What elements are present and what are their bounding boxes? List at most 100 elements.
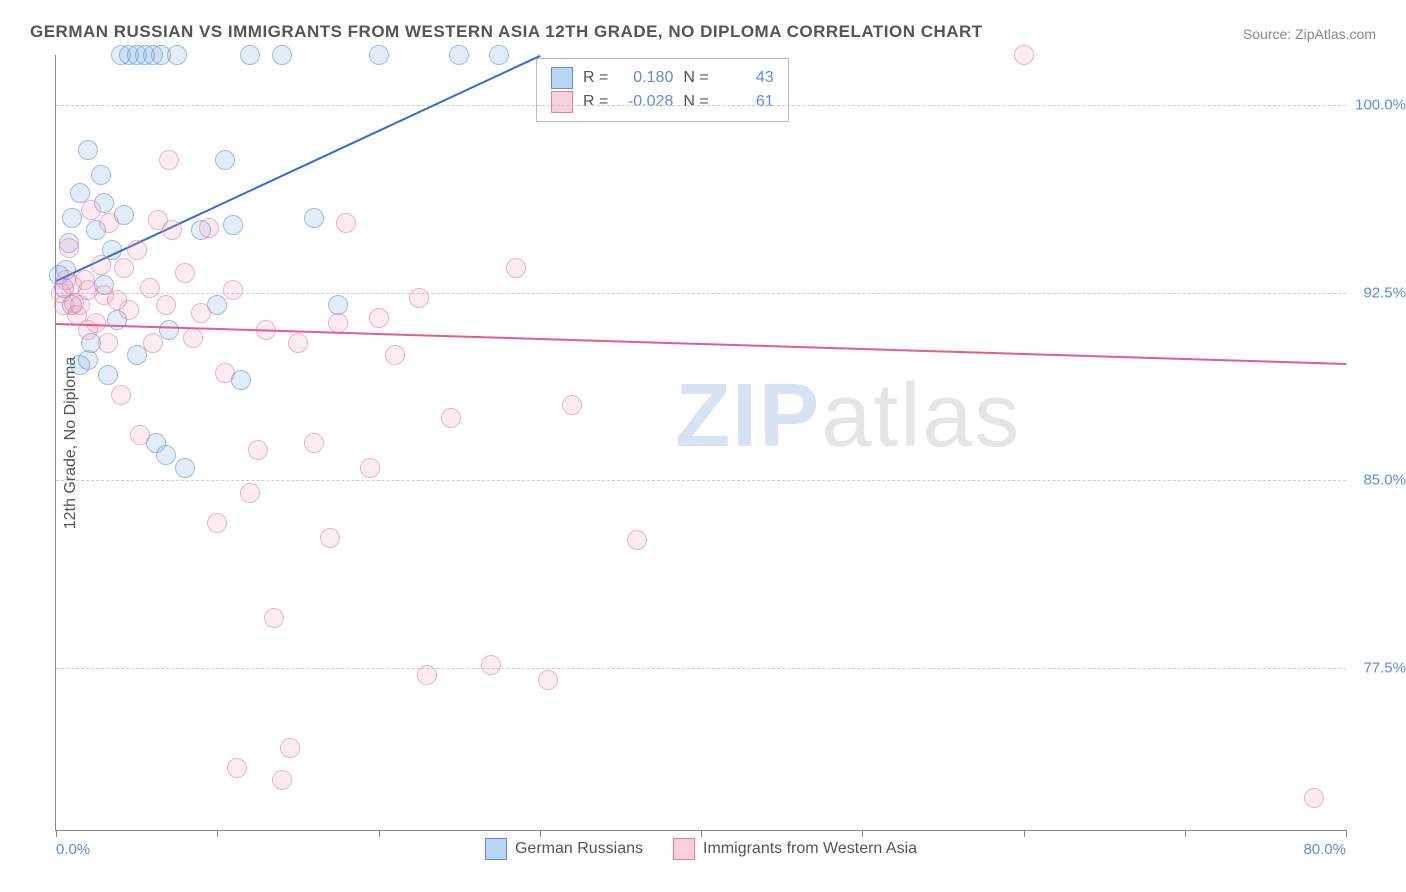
scatter-point [417, 665, 437, 685]
gridline [56, 293, 1346, 294]
scatter-point [78, 140, 98, 160]
legend-n-label: N = [683, 69, 708, 87]
legend-row: R = -0.028 N = 61 [551, 91, 774, 113]
scatter-point [280, 738, 300, 758]
scatter-point [215, 150, 235, 170]
scatter-point [304, 208, 324, 228]
legend-item: Immigrants from Western Asia [673, 838, 917, 860]
x-tick [1024, 830, 1025, 837]
scatter-point [264, 608, 284, 628]
legend-swatch [551, 91, 573, 113]
y-tick-label: 100.0% [1355, 97, 1406, 114]
scatter-point [159, 150, 179, 170]
scatter-point [156, 445, 176, 465]
x-tick [540, 830, 541, 837]
legend-r-value: -0.028 [618, 93, 673, 111]
scatter-point [191, 303, 211, 323]
scatter-point [272, 45, 292, 65]
scatter-point [81, 200, 101, 220]
scatter-point [385, 345, 405, 365]
scatter-point [304, 433, 324, 453]
scatter-point [91, 255, 111, 275]
scatter-point [59, 238, 79, 258]
scatter-point [70, 183, 90, 203]
scatter-point [98, 333, 118, 353]
watermark: ZIPatlas [675, 365, 1021, 468]
scatter-point [223, 215, 243, 235]
scatter-point [627, 530, 647, 550]
scatter-point [183, 328, 203, 348]
scatter-point [140, 278, 160, 298]
legend-n-label: N = [683, 93, 708, 111]
legend-swatch [673, 838, 695, 860]
scatter-point [167, 45, 187, 65]
legend-label: Immigrants from Western Asia [703, 840, 917, 858]
scatter-point [538, 670, 558, 690]
scatter-point [175, 458, 195, 478]
legend-label: German Russians [515, 840, 643, 858]
chart-title: GERMAN RUSSIAN VS IMMIGRANTS FROM WESTER… [30, 22, 983, 42]
x-tick [379, 830, 380, 837]
legend-r-value: 0.180 [618, 69, 673, 87]
gridline [56, 668, 1346, 669]
legend-row: R =0.180N =43 [551, 67, 774, 89]
scatter-point [506, 258, 526, 278]
scatter-point [336, 213, 356, 233]
scatter-point [272, 770, 292, 790]
scatter-point [62, 208, 82, 228]
scatter-point [114, 258, 134, 278]
legend-swatch [551, 67, 573, 89]
scatter-point [360, 458, 380, 478]
legend-correlation: R = 0.180 N = 43 R = -0.028 N = 61 [536, 58, 789, 122]
scatter-point [449, 45, 469, 65]
scatter-point [1304, 788, 1324, 808]
scatter-point [99, 213, 119, 233]
scatter-point [78, 350, 98, 370]
scatter-point [240, 45, 260, 65]
scatter-point [369, 45, 389, 65]
x-tick-label: 80.0% [1303, 841, 1346, 858]
scatter-point [199, 218, 219, 238]
legend-item: German Russians [485, 838, 643, 860]
y-tick-label: 92.5% [1363, 284, 1406, 301]
y-axis-title: 12th Grade, No Diploma [62, 356, 80, 529]
legend-r-label: R = [583, 93, 608, 111]
scatter-point [119, 300, 139, 320]
x-tick [1185, 830, 1186, 837]
x-tick [862, 830, 863, 837]
x-tick [1346, 830, 1347, 837]
scatter-point [91, 165, 111, 185]
x-tick [56, 830, 57, 837]
scatter-point [288, 333, 308, 353]
x-tick [217, 830, 218, 837]
scatter-point [481, 655, 501, 675]
scatter-point [175, 263, 195, 283]
scatter-point [409, 288, 429, 308]
scatter-point [159, 320, 179, 340]
scatter-point [215, 363, 235, 383]
scatter-point [489, 45, 509, 65]
x-tick-label: 0.0% [56, 841, 90, 858]
watermark-zip: ZIP [675, 366, 821, 466]
scatter-point [223, 280, 243, 300]
y-tick-label: 77.5% [1363, 659, 1406, 676]
scatter-point [1014, 45, 1034, 65]
scatter-point [111, 385, 131, 405]
legend-swatch [485, 838, 507, 860]
scatter-point [98, 365, 118, 385]
scatter-point [320, 528, 340, 548]
scatter-point [130, 425, 150, 445]
legend-n-value: 43 [719, 69, 774, 87]
scatter-point [127, 240, 147, 260]
scatter-point [562, 395, 582, 415]
gridline [56, 480, 1346, 481]
scatter-point [240, 483, 260, 503]
scatter-point [86, 313, 106, 333]
plot-area: 12th Grade, No Diploma ZIPatlas R = 0.180… [55, 55, 1346, 831]
scatter-point [248, 440, 268, 460]
scatter-point [143, 333, 163, 353]
scatter-point [328, 313, 348, 333]
legend-n-value: 61 [719, 93, 774, 111]
scatter-point [369, 308, 389, 328]
scatter-point [441, 408, 461, 428]
